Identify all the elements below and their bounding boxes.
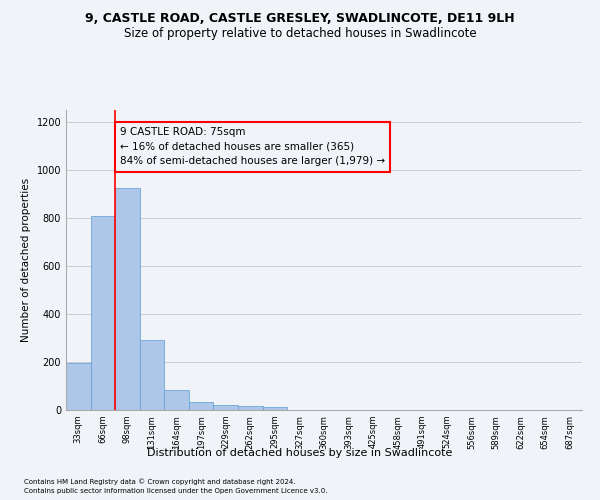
- Bar: [263, 407, 287, 410]
- Text: Contains HM Land Registry data © Crown copyright and database right 2024.: Contains HM Land Registry data © Crown c…: [24, 478, 296, 485]
- Bar: [115, 188, 140, 410]
- Text: 9 CASTLE ROAD: 75sqm
← 16% of detached houses are smaller (365)
84% of semi-deta: 9 CASTLE ROAD: 75sqm ← 16% of detached h…: [120, 127, 385, 166]
- Bar: [238, 406, 263, 410]
- Bar: [164, 390, 189, 410]
- Bar: [140, 340, 164, 410]
- Bar: [189, 402, 214, 410]
- Text: 9, CASTLE ROAD, CASTLE GRESLEY, SWADLINCOTE, DE11 9LH: 9, CASTLE ROAD, CASTLE GRESLEY, SWADLINC…: [85, 12, 515, 26]
- Y-axis label: Number of detached properties: Number of detached properties: [21, 178, 31, 342]
- Text: Distribution of detached houses by size in Swadlincote: Distribution of detached houses by size …: [148, 448, 452, 458]
- Text: Contains public sector information licensed under the Open Government Licence v3: Contains public sector information licen…: [24, 488, 328, 494]
- Text: Size of property relative to detached houses in Swadlincote: Size of property relative to detached ho…: [124, 28, 476, 40]
- Bar: [214, 405, 238, 410]
- Bar: [66, 363, 91, 410]
- Bar: [91, 216, 115, 410]
